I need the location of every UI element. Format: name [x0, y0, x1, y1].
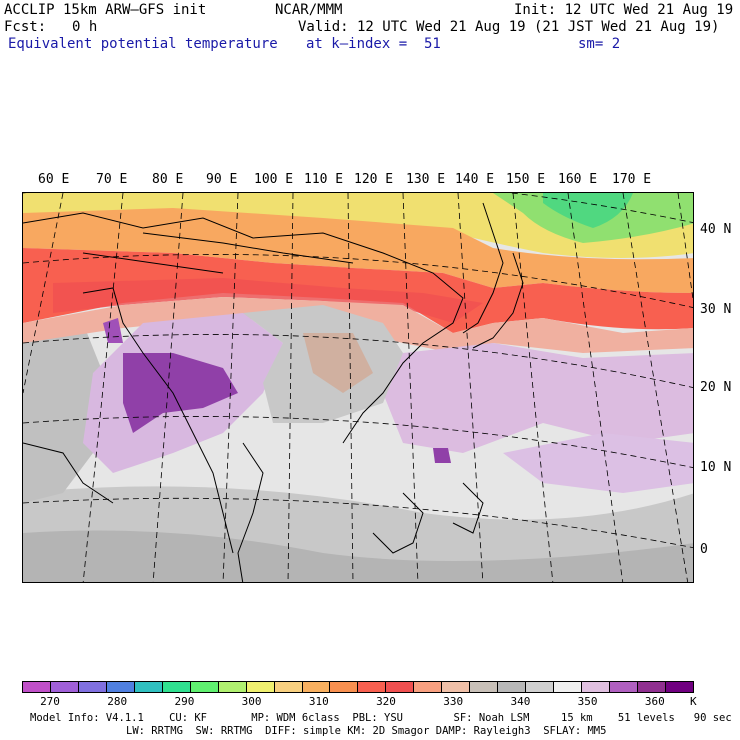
colorbar-tick-label: 280 — [107, 695, 128, 708]
longitude-label: 140 E — [455, 172, 495, 187]
forecast-label: Fcst: — [4, 19, 47, 35]
level-index: at k–index = 51 — [306, 36, 441, 52]
colorbar-swatch — [302, 682, 331, 692]
colorbar-swatch — [498, 682, 527, 692]
field-name: Equivalent potential temperature — [8, 36, 278, 52]
colorbar-swatch — [582, 682, 611, 692]
colorbar — [22, 681, 694, 693]
colorbar-swatch — [414, 682, 443, 692]
map-panel — [22, 192, 694, 583]
colorbar-tick-label: 310 — [308, 695, 329, 708]
colorbar-swatch — [78, 682, 107, 692]
longitude-label: 160 E — [558, 172, 598, 187]
colorbar-swatch — [134, 682, 163, 692]
latitude-label: 30 N — [700, 302, 732, 317]
colorbar-swatch — [442, 682, 471, 692]
latitude-label: 0 — [700, 542, 708, 557]
colorbar-swatch — [554, 682, 583, 692]
colorbar-swatch — [665, 682, 693, 692]
colorbar-swatch — [50, 682, 79, 692]
colorbar-swatch — [190, 682, 219, 692]
colorbar-swatch — [610, 682, 638, 692]
model-info-line2: LW: RRTMG SW: RRTMG DIFF: simple KM: 2D … — [126, 725, 607, 737]
colorbar-swatch — [218, 682, 247, 692]
longitude-label: 90 E — [206, 172, 238, 187]
colorbar-tick-label: 350 — [577, 695, 598, 708]
colorbar-swatch — [637, 682, 666, 692]
model-title: ACCLIP 15km ARW–GFS init — [4, 2, 207, 18]
model-info-line1: Model Info: V4.1.1 CU: KF MP: WDM 6class… — [30, 712, 732, 724]
longitude-label: 170 E — [612, 172, 652, 187]
colorbar-tick-label: 300 — [241, 695, 262, 708]
latitude-label: 40 N — [700, 222, 732, 237]
colorbar-unit: K — [690, 695, 697, 708]
longitude-label: 120 E — [354, 172, 394, 187]
colorbar-tick-label: 330 — [443, 695, 464, 708]
colorbar-swatch — [330, 682, 359, 692]
colorbar-swatch — [526, 682, 555, 692]
latitude-label: 20 N — [700, 380, 732, 395]
colorbar-swatch — [246, 682, 275, 692]
longitude-label: 150 E — [506, 172, 546, 187]
colorbar-swatch — [386, 682, 415, 692]
organization: NCAR/MMM — [275, 2, 343, 18]
forecast-hour: 0 h — [72, 19, 98, 35]
smoothing: sm= 2 — [578, 36, 621, 52]
colorbar-tick-label: 270 — [40, 695, 60, 708]
longitude-label: 60 E — [38, 172, 70, 187]
colorbar-swatch — [358, 682, 387, 692]
colorbar-tick-label: 320 — [376, 695, 396, 708]
longitude-label: 110 E — [304, 172, 344, 187]
valid-time: Valid: 12 UTC Wed 21 Aug 19 (21 JST Wed … — [298, 19, 720, 35]
latitude-label: 10 N — [700, 460, 732, 475]
longitude-label: 130 E — [406, 172, 446, 187]
colorbar-tick-label: 340 — [510, 695, 531, 708]
colorbar-swatch — [106, 682, 135, 692]
longitude-label: 80 E — [152, 172, 184, 187]
colorbar-swatch — [162, 682, 191, 692]
colorbar-tick-label: 360 — [644, 695, 665, 708]
colorbar-swatch — [23, 682, 51, 692]
colorbar-tick-label: 290 — [174, 695, 195, 708]
colorbar-swatch — [470, 682, 499, 692]
longitude-label: 100 E — [254, 172, 294, 187]
colorbar-swatch — [274, 682, 303, 692]
init-time: Init: 12 UTC Wed 21 Aug 19 — [514, 2, 734, 18]
longitude-label: 70 E — [96, 172, 128, 187]
equivalent-potential-temperature-map — [23, 193, 693, 582]
